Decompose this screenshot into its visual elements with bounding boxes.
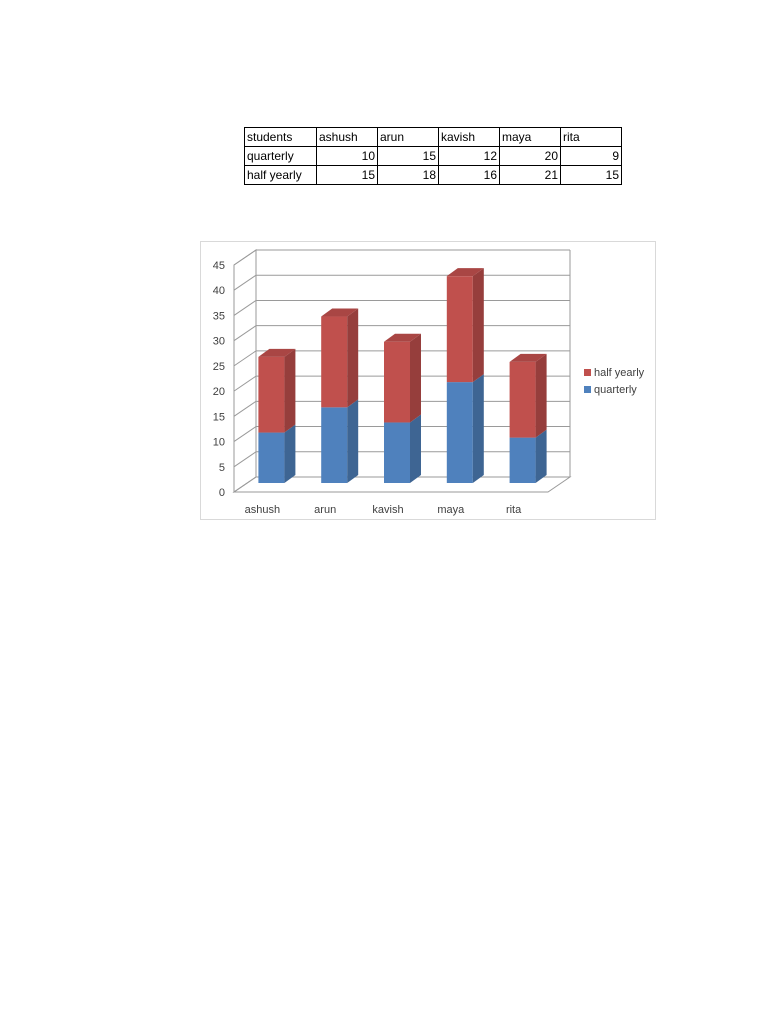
table-header-cell[interactable]: kavish [438, 127, 500, 147]
table-cell[interactable]: 20 [499, 146, 561, 166]
bar-quarterly-front [384, 422, 410, 483]
data-table: students ashush arun kavish maya rita qu… [244, 127, 622, 185]
x-category-label: ashush [245, 504, 280, 516]
table-row-label[interactable]: quarterly [244, 146, 317, 166]
bar-half-yearly-top [258, 348, 296, 357]
bar-quarterly-front [509, 437, 536, 483]
bar-quarterly-front [321, 407, 348, 483]
y-tick-label: 45 [213, 260, 225, 272]
x-category-label: kavish [372, 504, 403, 516]
bar-half-yearly-front [509, 361, 536, 438]
x-category-label: arun [314, 504, 336, 516]
table-header-cell[interactable]: students [244, 127, 317, 147]
gridline-side [233, 300, 257, 316]
bar-half-yearly-top [321, 308, 359, 317]
stacked-bar-chart: 0 5 10 15 20 25 30 35 40 45 ashush arun kavish maya ri… [213, 249, 645, 516]
gridline-side [233, 451, 257, 468]
gridline-side [233, 426, 257, 442]
table-row-label[interactable]: half yearly [244, 165, 317, 185]
x-category-label: maya [437, 504, 465, 516]
gridline-side [233, 350, 257, 367]
y-tick-label: 35 [213, 310, 225, 322]
bar-half-yearly-front [321, 316, 348, 408]
table-row: quarterly 10 15 12 20 9 [244, 146, 622, 166]
bar-half-yearly-side [535, 353, 547, 438]
bar-quarterly-side [347, 399, 359, 483]
y-tick-label: 40 [213, 285, 225, 297]
bar-half-yearly-side [284, 348, 296, 433]
table-cell[interactable]: 15 [560, 165, 622, 185]
bar-quarterly-side [535, 429, 547, 483]
gridline-side [233, 476, 257, 493]
y-tick-label: 20 [213, 386, 225, 398]
bar-quarterly-side [284, 424, 296, 483]
bar-half-yearly-side [410, 333, 421, 423]
bar-quarterly-side [410, 414, 421, 483]
table-row: half yearly 15 18 16 21 15 [244, 165, 622, 185]
table-cell[interactable]: 12 [438, 146, 500, 166]
bar-half-yearly-top [384, 333, 421, 342]
gridline-side [233, 400, 257, 417]
table-header-cell[interactable]: ashush [316, 127, 378, 147]
table-cell[interactable]: 18 [377, 165, 439, 185]
bar-half-yearly-front [384, 341, 410, 423]
legend-label: half yearly [594, 367, 645, 379]
bar-quarterly-front [258, 432, 285, 483]
table-header-cell[interactable]: maya [499, 127, 561, 147]
table-cell[interactable]: 15 [316, 165, 378, 185]
table-cell[interactable]: 15 [377, 146, 439, 166]
bar-half-yearly-front [446, 276, 473, 383]
table-cell[interactable]: 10 [316, 146, 378, 166]
legend-swatch [584, 369, 591, 376]
gridline-side [233, 375, 257, 392]
bar-half-yearly-side [347, 308, 359, 408]
gridline-side [233, 274, 257, 291]
chart-side-wall [233, 249, 257, 493]
y-tick-label: 25 [213, 361, 225, 373]
y-tick-label: 15 [213, 411, 225, 423]
legend-label: quarterly [594, 384, 637, 396]
y-tick-label: 5 [219, 462, 225, 474]
x-category-label: rita [506, 504, 522, 516]
bar-quarterly-front [446, 382, 473, 483]
bar-half-yearly-top [509, 353, 547, 362]
bar-half-yearly-side [472, 268, 484, 383]
table-header-cell[interactable]: rita [560, 127, 622, 147]
legend-swatch [584, 386, 591, 393]
gridline-side [233, 325, 257, 342]
table-cell[interactable]: 9 [560, 146, 622, 166]
y-tick-label: 30 [213, 336, 225, 348]
bar-half-yearly-top [446, 268, 484, 277]
chart-area[interactable]: 0 5 10 15 20 25 30 35 40 45 ashush arun kavish maya ri… [200, 241, 656, 520]
y-tick-label: 0 [219, 487, 225, 499]
bar-half-yearly-front [258, 356, 285, 433]
table-cell[interactable]: 16 [438, 165, 500, 185]
bar-quarterly-side [472, 374, 484, 483]
table-cell[interactable]: 21 [499, 165, 561, 185]
gridline-side [233, 249, 257, 266]
table-header-cell[interactable]: arun [377, 127, 439, 147]
table-header-row: students ashush arun kavish maya rita [244, 127, 622, 147]
y-tick-label: 10 [213, 437, 225, 449]
